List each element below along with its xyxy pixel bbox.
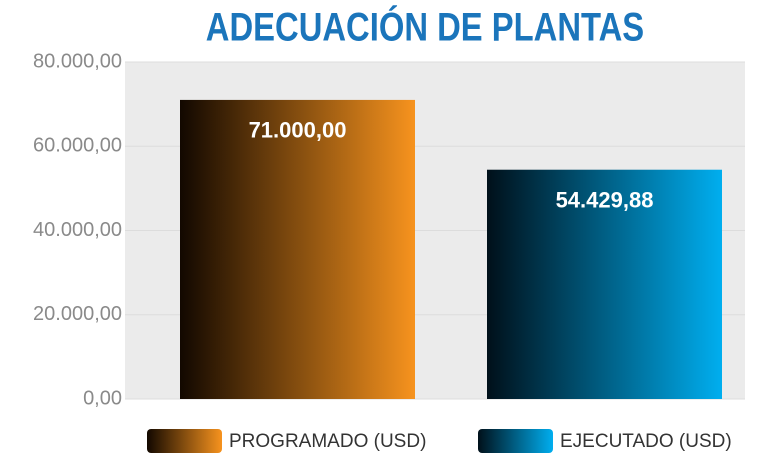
value-label: 71.000,00 bbox=[249, 118, 347, 143]
bar bbox=[487, 169, 722, 399]
legend-label: PROGRAMADO (USD) bbox=[229, 431, 426, 452]
y-tick-label: 0,00 bbox=[83, 387, 122, 409]
y-tick-label: 20.000,00 bbox=[33, 303, 122, 325]
legend-swatch bbox=[478, 429, 553, 453]
y-tick-label: 40.000,00 bbox=[33, 219, 122, 241]
chart-title: ADECUACIÓN DE PLANTAS bbox=[206, 3, 644, 49]
legend-label: EJECUTADO (USD) bbox=[560, 431, 732, 452]
y-tick-label: 60.000,00 bbox=[33, 135, 122, 157]
legend-swatch bbox=[147, 429, 222, 453]
bar bbox=[180, 99, 415, 399]
y-tick-label: 80.000,00 bbox=[33, 50, 122, 72]
value-label: 54.429,88 bbox=[556, 188, 654, 213]
